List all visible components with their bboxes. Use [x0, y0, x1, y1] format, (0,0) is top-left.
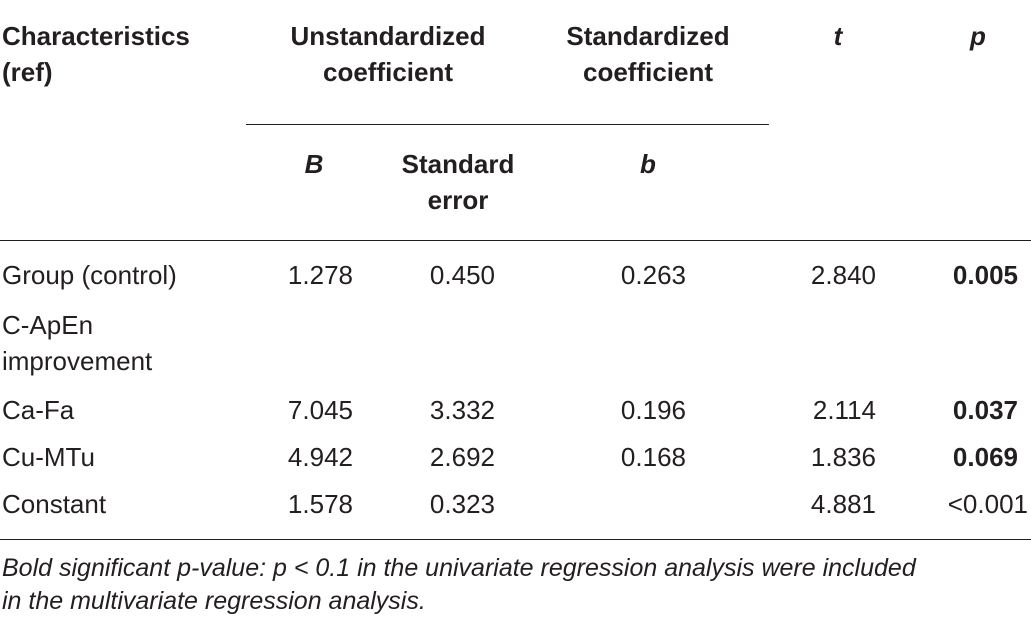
cell-B: 1.278	[287, 260, 353, 290]
row-label: Constant	[2, 489, 107, 519]
cell-B: 1.578	[287, 489, 353, 519]
row-label: Ca-Fa	[2, 395, 75, 425]
cell-beta: 0.168	[620, 442, 686, 472]
table-bottom-rule	[0, 539, 1031, 540]
cell-B: 7.045	[287, 395, 353, 425]
header-p: p	[970, 21, 986, 51]
cell-beta: 0.263	[620, 260, 686, 290]
cell-p: 0.005	[952, 260, 1018, 290]
header-t: t	[833, 21, 843, 51]
header-standardized: Standardized coefficient	[566, 21, 730, 87]
header-b: b	[640, 149, 656, 179]
row-label: Group (control)	[2, 260, 177, 290]
cell-p: 0.037	[952, 395, 1018, 425]
header-bottom-rule	[0, 240, 1031, 241]
header-standard-error: Standard error	[401, 149, 515, 215]
header-subrule	[246, 124, 769, 125]
cell-se: 0.450	[429, 260, 495, 290]
cell-se: 3.332	[429, 395, 495, 425]
row-label: C-ApEn improvement	[2, 310, 153, 376]
cell-beta: 0.196	[620, 395, 686, 425]
cell-t: 2.840	[810, 260, 876, 290]
cell-se: 0.323	[429, 489, 495, 519]
table-footnote: Bold significant p-value: p < 0.1 in the…	[2, 554, 916, 615]
header-unstandardized: Unstandardized coefficient	[290, 21, 486, 87]
cell-p: 0.069	[952, 442, 1018, 472]
cell-B: 4.942	[287, 442, 353, 472]
row-label: Cu-MTu	[2, 442, 95, 472]
header-B: B	[304, 149, 324, 179]
cell-t: 1.836	[810, 442, 876, 472]
cell-t: 2.114	[812, 395, 876, 425]
cell-se: 2.692	[429, 442, 495, 472]
cell-t: 4.881	[810, 489, 876, 519]
cell-p: <0.001	[947, 489, 1028, 519]
header-characteristics: Characteristics (ref)	[2, 21, 190, 87]
